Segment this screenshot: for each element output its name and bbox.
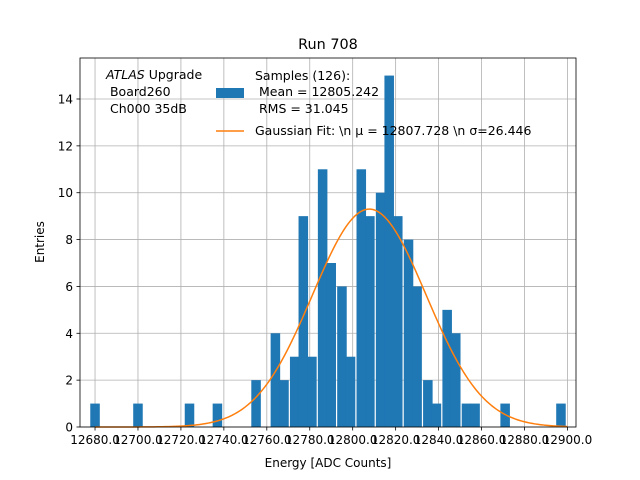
x-tick-label: 12880.0 — [500, 433, 550, 447]
histogram-bar — [337, 286, 347, 427]
x-tick-label: 12800.0 — [328, 433, 378, 447]
x-tick-label: 12760.0 — [242, 433, 292, 447]
x-tick-label: 12840.0 — [414, 433, 464, 447]
y-tick-label: 4 — [65, 327, 73, 341]
histogram-bar — [384, 75, 394, 428]
histogram-bar — [298, 216, 309, 427]
legend: Samples (126): Mean = 12805.242 RMS = 31… — [216, 68, 531, 138]
legend-fit-label: Gaussian Fit: \n μ = 12807.728 \n σ=26.4… — [255, 123, 531, 138]
x-tick-label: 12820.0 — [371, 433, 421, 447]
histogram-bar — [423, 380, 433, 427]
histogram-bar — [403, 239, 414, 427]
x-tick-label: 12700.0 — [113, 433, 163, 447]
y-tick-label: 6 — [65, 280, 73, 294]
annotation-board: Board260 — [106, 84, 171, 99]
svg-text:ATLAS Upgrade: ATLAS Upgrade — [105, 67, 202, 82]
legend-hist-line3: RMS = 31.045 — [255, 101, 349, 116]
y-tick-label: 12 — [58, 139, 73, 153]
histogram-bar — [375, 192, 386, 427]
y-tick-label: 0 — [65, 421, 73, 435]
plot-frame — [79, 57, 577, 428]
histogram-bar — [133, 403, 143, 427]
histogram-bar — [279, 380, 289, 427]
legend-hist-line2: Mean = 12805.242 — [255, 84, 379, 99]
x-tick-label: 12680.0 — [70, 433, 120, 447]
x-axis-ticks: 12680.012700.012720.012740.012760.012780… — [70, 427, 592, 447]
histogram-bars — [90, 75, 566, 428]
annotation-channel: Ch000 35dB — [106, 101, 187, 116]
gaussian-fit-line — [95, 208, 568, 428]
histogram-bar — [412, 286, 422, 427]
histogram-bar — [270, 333, 281, 427]
histogram-bar — [461, 403, 472, 427]
histogram-bar — [556, 403, 566, 427]
histogram-bar — [431, 403, 442, 427]
annotation: ATLAS Upgrade Board260 Ch000 35dB — [105, 67, 202, 116]
histogram-bar — [365, 216, 375, 427]
legend-hist-swatch — [216, 88, 244, 98]
histogram-bar — [326, 263, 336, 427]
histogram-bar — [345, 356, 356, 427]
histogram-bar — [393, 216, 403, 427]
x-tick-label: 12900.0 — [543, 433, 593, 447]
annotation-upgrade: Upgrade — [145, 67, 203, 82]
chart-title: Run 708 — [298, 37, 358, 53]
histogram-bar — [90, 403, 100, 427]
x-tick-label: 12740.0 — [199, 433, 249, 447]
histogram-bar — [251, 380, 261, 427]
x-tick-label: 12720.0 — [156, 433, 206, 447]
y-axis-ticks: 0 2 4 6 8 10 12 14 — [58, 93, 80, 435]
histogram-bar — [212, 403, 223, 427]
histogram-bar — [450, 333, 461, 427]
x-tick-label: 12860.0 — [457, 433, 507, 447]
y-tick-label: 8 — [65, 233, 73, 247]
histogram-bar — [442, 309, 452, 427]
annotation-atlas: ATLAS — [105, 67, 145, 82]
histogram-bar — [470, 403, 480, 427]
y-tick-label: 14 — [58, 93, 73, 107]
x-axis-label: Energy [ADC Counts] — [265, 456, 392, 470]
y-tick-label: 2 — [65, 374, 73, 388]
y-axis-label: Entries — [33, 221, 47, 263]
histogram-bar — [289, 356, 300, 427]
y-tick-label: 10 — [58, 186, 73, 200]
legend-hist-line1: Samples (126): — [255, 68, 350, 83]
histogram-bar — [356, 169, 367, 428]
histogram-bar — [317, 169, 328, 428]
gaussian-fit — [95, 208, 568, 428]
x-tick-label: 12780.0 — [285, 433, 335, 447]
histogram-bar — [184, 403, 195, 427]
histogram-bar — [307, 356, 317, 427]
